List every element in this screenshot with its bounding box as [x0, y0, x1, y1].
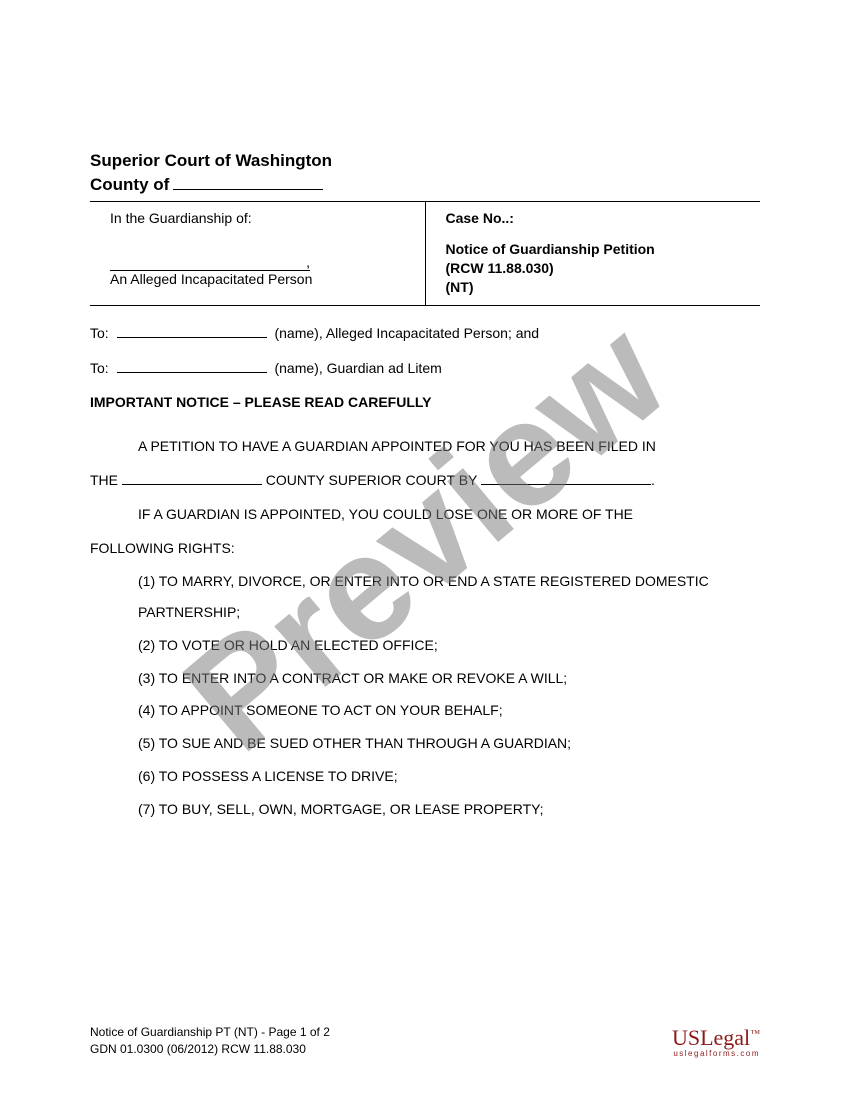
court-header: Superior Court of Washington County of	[90, 150, 760, 197]
caption-left: In the Guardianship of: , An Alleged Inc…	[90, 202, 426, 305]
right-3: (3) TO ENTER INTO A CONTRACT OR MAKE OR …	[138, 663, 760, 694]
caption-box: In the Guardianship of: , An Alleged Inc…	[90, 201, 760, 306]
rights-intro-1: IF A GUARDIAN IS APPOINTED, YOU COULD LO…	[90, 498, 760, 530]
logo-legal: Legal	[700, 1025, 750, 1050]
footer-line-2: GDN 01.0300 (06/2012) RCW 11.88.030	[90, 1041, 330, 1058]
to-line-1: To: (name), Alleged Incapacitated Person…	[90, 324, 760, 341]
footer-left: Notice of Guardianship PT (NT) - Page 1 …	[90, 1024, 330, 1058]
court-name: Superior Court of Washington	[90, 150, 760, 173]
right-4: (4) TO APPOINT SOMEONE TO ACT ON YOUR BE…	[138, 695, 760, 726]
to-line-2: To: (name), Guardian ad Litem	[90, 359, 760, 376]
petition-county-court: COUNTY SUPERIOR COURT BY	[266, 472, 477, 488]
notice-title-line3: (NT)	[446, 278, 749, 297]
to-name-blank-1[interactable]	[117, 324, 267, 338]
notice-title-line2: (RCW 11.88.030)	[446, 259, 749, 278]
logo-us: US	[672, 1025, 700, 1050]
right-5: (5) TO SUE AND BE SUED OTHER THAN THROUG…	[138, 728, 760, 759]
footer-line-1: Notice of Guardianship PT (NT) - Page 1 …	[90, 1024, 330, 1041]
to-section: To: (name), Alleged Incapacitated Person…	[90, 324, 760, 376]
case-no-colon: .:	[505, 210, 514, 226]
to-name-blank-2[interactable]	[117, 359, 267, 373]
footer-right: USLegal™ uslegalforms.com	[672, 1025, 760, 1058]
document-page: Superior Court of Washington County of I…	[0, 0, 850, 1100]
petition-line-2: THE COUNTY SUPERIOR COURT BY .	[90, 464, 760, 496]
petition-period: .	[651, 472, 655, 488]
to-label-2: To:	[90, 360, 109, 376]
body-text: A PETITION TO HAVE A GUARDIAN APPOINTED …	[90, 430, 760, 825]
petition-line-1: A PETITION TO HAVE A GUARDIAN APPOINTED …	[90, 430, 760, 462]
to-suffix-1: (name), Alleged Incapacitated Person; an…	[274, 325, 539, 341]
logo-tm: ™	[750, 1029, 760, 1040]
uslegal-url: uslegalforms.com	[672, 1049, 760, 1058]
county-court-blank[interactable]	[122, 484, 262, 485]
uslegal-logo: USLegal™	[672, 1025, 760, 1051]
party-name-line: ,	[110, 254, 413, 271]
caption-right: Case No..: Notice of Guardianship Petiti…	[426, 202, 761, 305]
to-suffix-2: (name), Guardian ad Litem	[274, 360, 441, 376]
right-7: (7) TO BUY, SELL, OWN, MORTGAGE, OR LEAS…	[138, 794, 760, 825]
page-footer: Notice of Guardianship PT (NT) - Page 1 …	[90, 1024, 760, 1058]
notice-title: Notice of Guardianship Petition (RCW 11.…	[446, 240, 749, 297]
in-guardianship-label: In the Guardianship of:	[110, 210, 413, 226]
right-6: (6) TO POSSESS A LICENSE TO DRIVE;	[138, 761, 760, 792]
right-2: (2) TO VOTE OR HOLD AN ELECTED OFFICE;	[138, 630, 760, 661]
right-1: (1) TO MARRY, DIVORCE, OR ENTER INTO OR …	[138, 566, 760, 628]
case-no-line: Case No..:	[446, 210, 749, 226]
to-label-1: To:	[90, 325, 109, 341]
petition-the: THE	[90, 472, 118, 488]
notice-title-line1: Notice of Guardianship Petition	[446, 240, 749, 259]
party-name-blank[interactable]: ,	[110, 254, 310, 271]
county-blank[interactable]	[173, 173, 323, 190]
county-line: County of	[90, 173, 760, 197]
rights-intro-2: FOLLOWING RIGHTS:	[90, 532, 760, 564]
filer-blank[interactable]	[481, 484, 651, 485]
important-notice-heading: IMPORTANT NOTICE – PLEASE READ CAREFULLY	[90, 394, 760, 410]
alleged-person-label: An Alleged Incapacitated Person	[110, 271, 413, 287]
county-prefix: County of	[90, 174, 169, 197]
case-no-label: Case No.	[446, 210, 506, 226]
